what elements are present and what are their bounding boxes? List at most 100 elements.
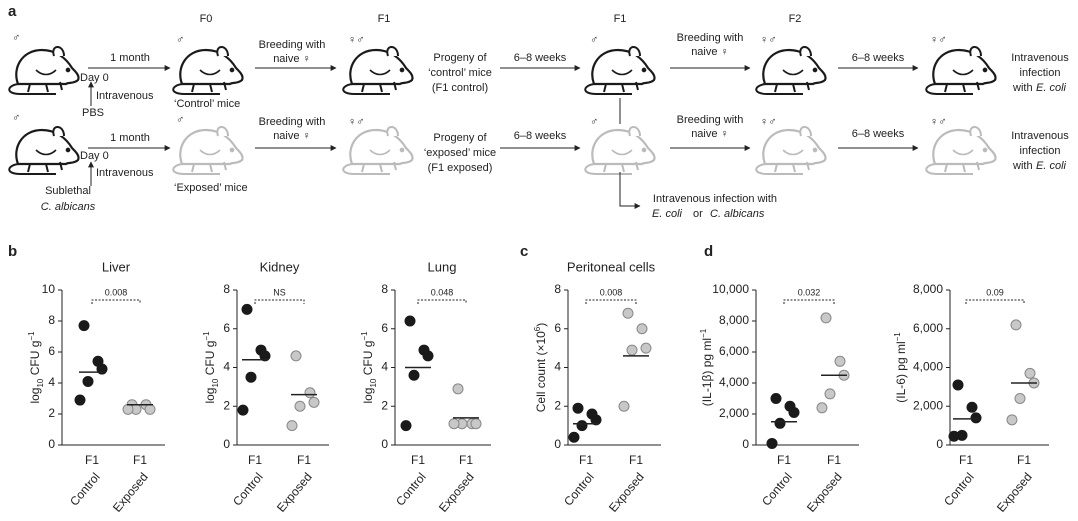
mouse: [172, 125, 244, 176]
label: ‘Control’ mice: [174, 98, 240, 110]
label: Intravenous: [1011, 130, 1069, 142]
significance-bracket: [585, 299, 637, 304]
significance-label: 0.032: [798, 287, 821, 297]
label: E. coli: [652, 208, 683, 220]
data-point: [636, 323, 648, 335]
label: infection: [1020, 145, 1061, 157]
data-point: [572, 402, 584, 414]
label: Intravenous: [96, 90, 154, 102]
y-axis-label: log10 CFU g−1: [202, 331, 220, 404]
y-axis-label-part: log: [28, 388, 42, 404]
y-axis-label-part: CFU g: [28, 341, 42, 379]
data-point: [78, 320, 90, 332]
label: Sublethal: [45, 185, 91, 197]
data-point: [774, 417, 786, 429]
label: 6–8 weeks: [514, 130, 567, 142]
label: naive ♀: [273, 53, 311, 65]
data-point: [1010, 319, 1022, 331]
data-point: [640, 342, 652, 354]
data-point: [576, 420, 588, 432]
y-axis-label-part: ): [534, 323, 548, 327]
label: Day 0: [80, 150, 109, 162]
data-point: [404, 315, 416, 327]
data-point: [788, 406, 800, 418]
y-axis-label-part: 10: [369, 378, 378, 387]
y-axis-label: (IL-1β) pg ml−1: [699, 328, 715, 406]
mouse: [342, 45, 414, 96]
mouse: [584, 45, 656, 96]
y-tick-label: 2: [554, 398, 561, 412]
y-tick-label: 10,000: [712, 282, 749, 296]
data-point: [622, 307, 634, 319]
label: Breeding with: [259, 39, 326, 51]
y-tick-label: 0: [223, 437, 230, 451]
x-tick-label: Exposed: [110, 470, 151, 515]
x-tick-label: Exposed: [274, 470, 315, 515]
data-point: [834, 355, 846, 367]
label: ‘Exposed’ mice: [174, 182, 248, 194]
y-axis-label-part: −1: [360, 331, 369, 341]
chart-title: Lung: [428, 259, 457, 274]
data-point: [820, 312, 832, 324]
chart-title: Peritoneal cells: [567, 259, 656, 274]
sex: ♀♂: [930, 116, 947, 128]
mouse: [925, 125, 997, 176]
y-axis-label-part: log: [203, 388, 217, 404]
diagram-texts: a ♂ 1 month Day 0 Intravenous PBS F0 ♂ ‘…: [8, 3, 1069, 260]
data-point: [304, 387, 316, 399]
sex: ♀♂: [348, 116, 365, 128]
y-tick-label: 4: [554, 360, 561, 374]
y-tick-label: 8: [381, 282, 388, 296]
label: Intravenous: [1011, 52, 1069, 64]
label: C. albicans: [710, 208, 765, 220]
label: Breeding with: [259, 116, 326, 128]
y-tick-label: 8,000: [913, 282, 943, 296]
y-tick-label: 6: [223, 321, 230, 335]
significance-bracket: [254, 299, 305, 304]
x-tick-label: Exposed: [606, 470, 647, 515]
x-tick-label: Control: [230, 470, 266, 509]
data-point: [241, 303, 253, 315]
y-axis-label-part: −1: [202, 331, 211, 341]
label: with: [1012, 160, 1033, 172]
chart-title: Kidney: [260, 259, 300, 274]
significance-bracket: [91, 299, 141, 304]
data-point: [970, 412, 982, 424]
sex: ♂: [590, 116, 598, 128]
label: naive ♀: [691, 46, 729, 58]
y-tick-label: 0: [554, 437, 561, 451]
data-point: [290, 350, 302, 362]
x-tick-label: F1: [827, 453, 841, 467]
mice: [8, 45, 997, 176]
y-tick-label: 4: [48, 375, 55, 389]
y-axis-label-part: CFU g: [203, 341, 217, 379]
label: Progeny of: [433, 132, 487, 144]
y-tick-label: 2: [48, 406, 55, 420]
y-axis-label-part: 10: [211, 378, 220, 387]
label: PBS: [82, 107, 104, 119]
label: naive ♀: [691, 128, 729, 140]
data-point: [259, 350, 271, 362]
y-tick-label: 0: [381, 437, 388, 451]
label: Breeding with: [677, 114, 744, 126]
x-tick-label: Exposed: [994, 470, 1035, 515]
significance-label: 0.008: [600, 287, 623, 297]
label: E. coli: [1036, 160, 1067, 172]
sex: ♂: [590, 34, 598, 46]
significance-bracket: [783, 299, 835, 304]
mouse: [172, 45, 244, 96]
data-point: [237, 404, 249, 416]
y-tick-label: 6: [48, 344, 55, 358]
data-point: [422, 350, 434, 362]
data-point: [948, 430, 960, 442]
mouse: [8, 125, 80, 176]
x-tick-label: F1: [579, 453, 593, 467]
x-tick-label: F1: [133, 453, 147, 467]
sex: ♀♂: [760, 116, 777, 128]
data-point: [816, 402, 828, 414]
y-axis-label-part: (IL-1β) pg ml: [700, 338, 714, 406]
significance-label: 0.008: [105, 287, 128, 297]
y-tick-label: 0: [742, 437, 749, 451]
x-tick-label: F1: [248, 453, 262, 467]
